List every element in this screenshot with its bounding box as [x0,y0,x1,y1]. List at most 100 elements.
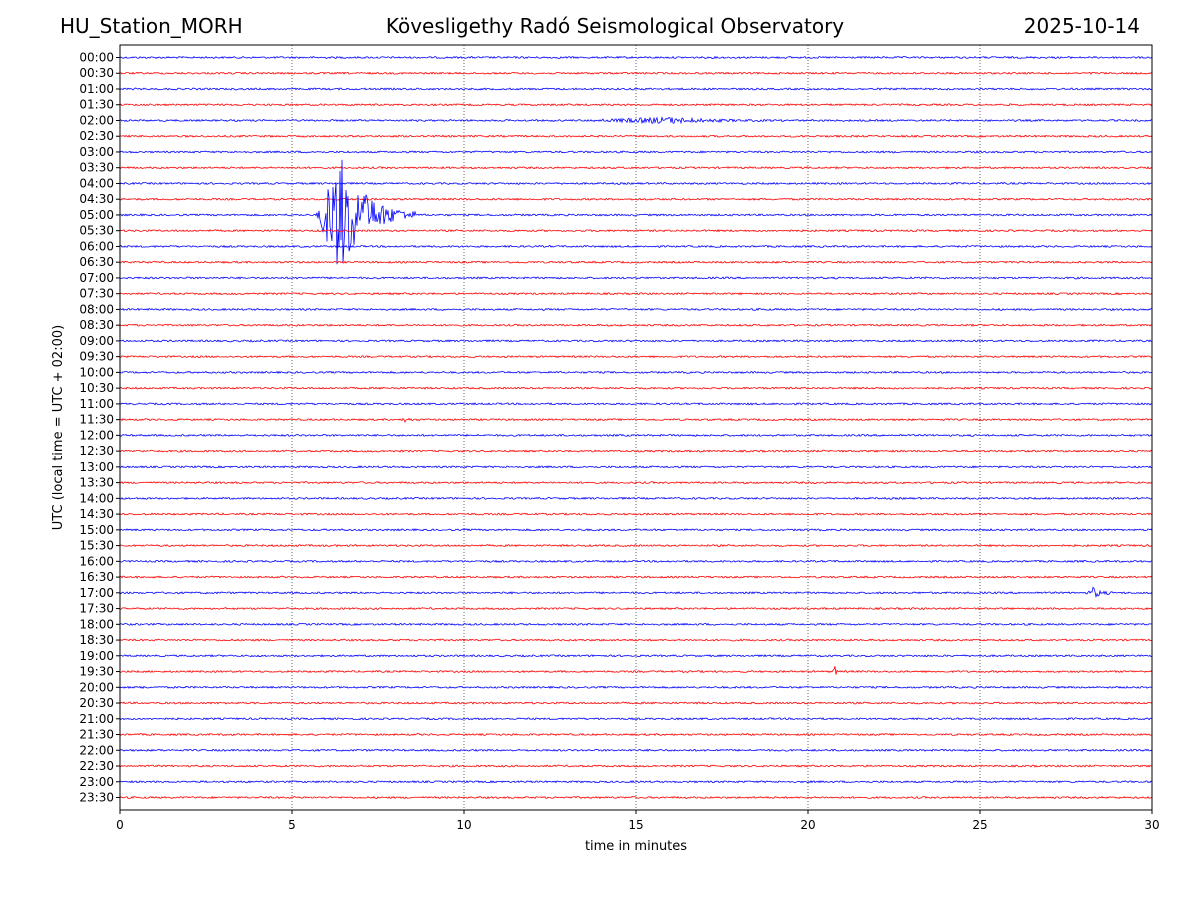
y-tick-label: 04:00 [79,176,114,190]
trace-2130 [119,732,1153,737]
trace-0630 [119,260,1153,264]
y-tick-label: 03:30 [79,161,114,175]
y-tick-label: 13:30 [79,476,114,490]
trace-1630 [119,575,1153,579]
trace-group [119,55,1153,800]
trace-1430 [119,512,1153,516]
date-label: 2025-10-14 [1023,14,1140,38]
trace-1500 [119,528,1153,532]
trace-2000 [119,685,1153,690]
x-tick-label: 30 [1144,818,1159,832]
y-tick-label: 11:00 [79,397,114,411]
x-axis-ticks: 0 5 10 15 20 25 30 [116,810,1160,832]
y-tick-label: 06:00 [79,239,114,253]
trace-0530 [119,228,1153,233]
trace-1200 [119,433,1153,437]
x-tick-label: 25 [972,818,987,832]
y-tick-label: 21:30 [79,728,114,742]
trace-0030 [119,71,1152,75]
y-tick-label: 01:00 [79,82,114,96]
trace-1600 [119,559,1153,563]
trace-0130 [119,103,1153,107]
trace-2230 [119,764,1153,768]
y-tick-label: 07:30 [79,287,114,301]
trace-1100 [119,402,1153,406]
trace-1930 [119,666,1153,675]
y-tick-label: 01:30 [79,98,114,112]
y-tick-label: 16:00 [79,554,114,568]
y-tick-label: 02:30 [79,129,114,143]
y-tick-label: 00:00 [79,51,114,65]
trace-1130 [119,417,1153,423]
y-tick-label: 19:30 [79,665,114,679]
trace-2030 [119,701,1153,705]
y-tick-label: 22:30 [79,759,114,773]
trace-0500 [119,159,1153,265]
station-label: HU_Station_MORH [60,14,243,38]
trace-2100 [119,717,1152,721]
trace-1900 [119,654,1152,658]
y-tick-label: 10:00 [79,365,114,379]
y-tick-label: 17:30 [79,602,114,616]
x-tick-label: 5 [288,818,296,832]
trace-1800 [120,622,1153,626]
y-tick-label: 18:30 [79,633,114,647]
y-tick-label: 18:00 [79,617,114,631]
trace-0230 [119,134,1153,138]
y-tick-label: 12:30 [79,444,114,458]
y-tick-label: 07:00 [79,271,114,285]
trace-0830 [119,323,1153,327]
y-tick-label: 15:30 [79,539,114,553]
trace-2200 [119,748,1153,752]
trace-0200 [119,116,1153,125]
trace-0430 [119,197,1153,201]
trace-0900 [119,339,1153,343]
trace-1300 [119,465,1152,469]
trace-1530 [119,543,1153,548]
trace-1730 [120,606,1153,611]
y-tick-label: 17:00 [79,586,114,600]
y-tick-label: 13:00 [79,460,114,474]
y-tick-label: 09:00 [79,334,114,348]
y-tick-label: 19:00 [79,649,114,663]
y-tick-label: 16:30 [79,570,114,584]
x-tick-label: 15 [628,818,643,832]
x-tick-label: 0 [116,818,124,832]
trace-0300 [119,150,1153,154]
trace-0730 [119,292,1153,296]
y-tick-label: 04:30 [79,192,114,206]
y-tick-label: 08:00 [79,302,114,316]
trace-0800 [119,307,1153,312]
y-tick-label: 03:00 [79,145,114,159]
trace-1230 [119,449,1153,453]
y-tick-label: 23:00 [79,775,114,789]
trace-2300 [119,780,1153,784]
trace-1000 [119,370,1153,375]
trace-1330 [119,480,1153,485]
trace-0100 [119,87,1153,91]
y-tick-label: 00:30 [79,66,114,80]
y-tick-label: 08:30 [79,318,114,332]
trace-1830 [119,638,1153,642]
y-tick-label: 11:30 [79,413,114,427]
y-tick-label: 15:00 [79,523,114,537]
y-tick-label: 14:30 [79,507,114,521]
y-tick-label: 21:00 [79,712,114,726]
trace-0700 [119,276,1153,280]
y-tick-label: 06:30 [79,255,114,269]
y-tick-label: 22:00 [79,743,114,757]
y-tick-label: 23:30 [79,791,114,805]
y-tick-label: 05:00 [79,208,114,222]
trace-2330 [119,795,1153,800]
y-tick-label: 09:30 [79,350,114,364]
y-tick-label: 20:30 [79,696,114,710]
y-tick-label: 14:00 [79,491,114,505]
trace-0330 [119,166,1153,170]
y-tick-label: 05:30 [79,224,114,238]
trace-0930 [119,355,1153,359]
y-tick-label: 02:00 [79,113,114,127]
trace-0000 [119,55,1153,60]
x-tick-label: 10 [456,818,471,832]
